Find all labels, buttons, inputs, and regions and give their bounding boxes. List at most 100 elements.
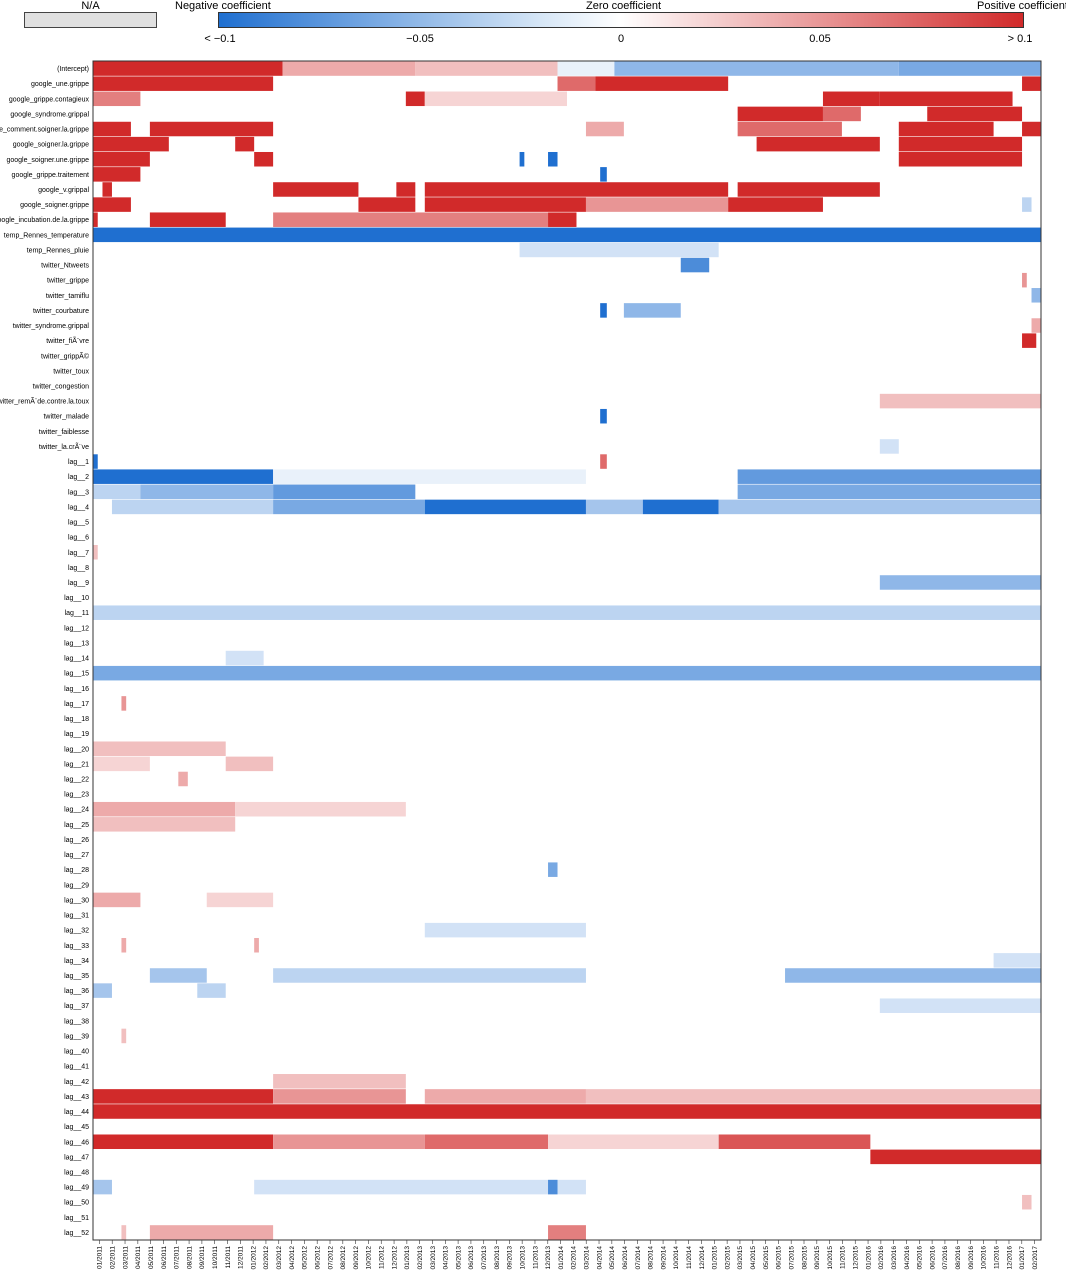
heatmap-cell [273, 484, 416, 500]
heatmap-cell [121, 1028, 127, 1044]
x-tick-label: 11/2013 [532, 1246, 539, 1269]
row-label: lag__8 [68, 565, 89, 572]
heatmap-cell [254, 937, 259, 953]
x-tick-label: 07/2013 [481, 1246, 488, 1270]
row-label: twitter_Ntweets [41, 263, 89, 270]
row-label: lag__17 [64, 701, 89, 708]
heatmap-cell [600, 167, 607, 182]
x-tick-label: 01/2012 [250, 1246, 257, 1270]
row-label: google_soigner.la.grippe [13, 142, 89, 149]
legend-tick: > 0.1 [1007, 33, 1033, 45]
row-label: lag__44 [64, 1109, 89, 1116]
heatmap-cell [737, 484, 1041, 500]
x-tick-label: 01/2017 [1019, 1246, 1026, 1270]
x-tick-label: 11/2014 [686, 1246, 693, 1269]
heatmap-cell [273, 1134, 425, 1150]
x-tick-label: 07/2011 [174, 1246, 181, 1269]
heatmap-cell [548, 1179, 558, 1195]
heatmap-cell [585, 121, 624, 137]
heatmap-cell [879, 575, 1041, 590]
row-label: lag__3 [68, 489, 89, 496]
heatmap-cell [557, 61, 615, 76]
x-tick-label: 05/2012 [302, 1246, 309, 1270]
heatmap-cell [822, 106, 861, 122]
x-tick-label: 05/2015 [763, 1246, 770, 1270]
x-tick-label: 12/2014 [699, 1246, 706, 1270]
x-tick-label: 02/2012 [263, 1246, 270, 1270]
row-label: google_une.grippe [31, 81, 89, 88]
heatmap-cell [614, 61, 899, 76]
heatmap-cell [1022, 333, 1037, 348]
heatmap-cell [235, 136, 255, 152]
x-tick-label: 09/2013 [507, 1246, 514, 1270]
heatmap-cell [879, 91, 1013, 107]
heatmap-cell [585, 1089, 1041, 1104]
row-label: lag__24 [64, 807, 89, 814]
x-tick-label: 10/2014 [673, 1246, 680, 1270]
heatmap-cell [600, 454, 607, 469]
x-tick-label: 01/2016 [865, 1246, 872, 1270]
heatmap-cell [822, 91, 880, 107]
heatmap-cell [235, 801, 406, 817]
heatmap-cell [1022, 76, 1041, 91]
heatmap-cell [93, 151, 150, 167]
row-label: twitter_courbature [33, 308, 89, 315]
x-tick-label: 03/2013 [430, 1246, 437, 1270]
heatmap-cell [595, 76, 729, 91]
x-tick-label: 09/2012 [353, 1246, 360, 1270]
row-label: lag__29 [64, 882, 89, 889]
row-label: google_v.grippal [38, 187, 89, 194]
heatmap-cell [149, 968, 207, 983]
x-tick-label: 06/2011 [161, 1246, 168, 1269]
heatmap-cell [1031, 288, 1041, 303]
heatmap-cell [282, 61, 416, 76]
heatmap-cell [718, 1134, 871, 1150]
heatmap-cell [121, 1225, 127, 1240]
heatmap-cell [424, 182, 729, 197]
heatmap-cell [548, 212, 577, 227]
row-label: lag__21 [64, 761, 89, 768]
row-label: lag__15 [64, 671, 89, 678]
heatmap-cell [93, 197, 131, 212]
x-tick-label: 01/2011 [97, 1246, 104, 1269]
row-label: lag__13 [64, 640, 89, 647]
row-label: google_syndrome.grippal [10, 111, 89, 118]
heatmap-cell [254, 1179, 586, 1195]
row-label: lag__2 [68, 474, 89, 481]
x-tick-label: 06/2016 [929, 1246, 936, 1270]
heatmap-cell [623, 303, 681, 318]
row-label: twitter_fiÃ¨vre [46, 336, 89, 345]
x-tick-label: 10/2011 [212, 1246, 219, 1269]
legend-na-label: N/A [81, 0, 100, 12]
x-tick-label: 04/2012 [289, 1246, 296, 1270]
x-tick-label: 08/2014 [648, 1246, 655, 1270]
heatmap-cell [718, 499, 1041, 515]
row-label: google_comment.soigner.la.grippe [0, 127, 89, 134]
row-label: lag__31 [64, 913, 89, 920]
x-tick-label: 06/2014 [622, 1246, 629, 1270]
heatmap-cell [642, 499, 719, 515]
x-tick-label: 05/2013 [455, 1246, 462, 1270]
heatmap-cell [548, 862, 558, 877]
plot-frame [92, 60, 1042, 1241]
heatmap-cell [93, 167, 141, 182]
row-label: lag__46 [64, 1139, 89, 1146]
heatmap-cell [93, 892, 141, 908]
x-tick-label: 09/2014 [660, 1246, 667, 1270]
heatmap-cell [870, 1149, 1041, 1165]
row-label: twitter_grippe [47, 278, 89, 285]
heatmap-cell [93, 91, 141, 107]
row-label: lag__18 [64, 716, 89, 723]
row-label: twitter_toux [53, 368, 89, 375]
heatmap-cell [273, 1074, 406, 1089]
row-label: google_soigner.une.grippe [6, 157, 89, 164]
row-label: lag__7 [68, 550, 89, 557]
row-label: twitter_congestion [33, 383, 90, 390]
heatmap-cell [93, 469, 274, 484]
x-tick-label: 02/2011 [110, 1246, 117, 1269]
row-label: lag__26 [64, 837, 89, 844]
heatmap-cell [358, 197, 416, 212]
heatmap-cell [273, 182, 359, 197]
heatmap-cell [149, 121, 274, 137]
x-tick-label: 08/2012 [340, 1246, 347, 1270]
